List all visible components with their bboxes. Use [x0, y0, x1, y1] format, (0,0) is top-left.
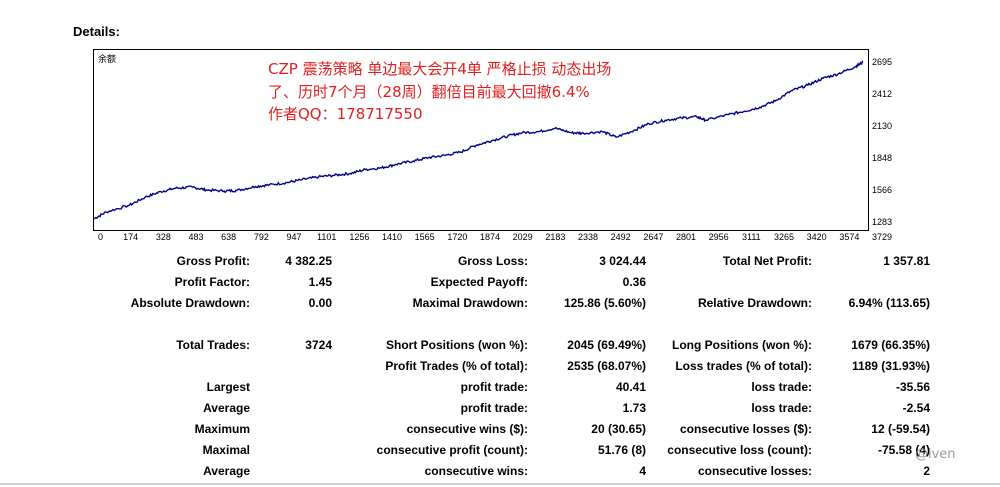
stat-label-col2: Expected Payoff:	[430, 275, 528, 289]
x-tick-label: 3574	[839, 232, 860, 242]
stat-label-col3: consecutive losses:	[697, 464, 812, 478]
stat-label-col2: profit trade:	[460, 380, 528, 394]
stat-label-col1: Gross Profit:	[176, 254, 250, 268]
stat-value-col3: 1679 (66.35%)	[851, 338, 930, 352]
stat-value-col3: 1189 (31.93%)	[851, 359, 930, 373]
x-tick-label: 3420	[806, 232, 827, 242]
stat-value-col3: 2	[923, 464, 930, 478]
stat-label-col2: Gross Loss:	[457, 254, 528, 268]
stat-value-col2: 2045 (69.49%)	[567, 338, 646, 352]
x-tick-label: 638	[221, 232, 237, 242]
x-tick-label: 174	[123, 232, 139, 242]
stat-value-col2: 20 (30.65)	[591, 422, 646, 436]
x-tick-label: 2338	[577, 232, 599, 242]
stat-label-col1: Maximal	[202, 443, 250, 457]
x-tick-label: 483	[188, 232, 204, 242]
stat-value-col3: 1 357.81	[883, 254, 930, 268]
y-tick-label: 2695	[872, 57, 893, 67]
stat-value-col1: 1.45	[308, 275, 332, 289]
stat-value-col3: -75.58 (4)	[877, 443, 930, 457]
stat-value-col3: 6.94% (113.65)	[848, 296, 930, 310]
stat-label-col1: Absolute Drawdown:	[130, 296, 250, 310]
y-tick-label: 2412	[872, 89, 893, 100]
stat-label-col1: Average	[203, 401, 250, 415]
y-tick-label: 1283	[872, 217, 893, 227]
x-tick-label: 2801	[675, 232, 697, 242]
x-tick-label: 1101	[316, 232, 337, 242]
balance-chart-frame	[93, 49, 869, 231]
stat-value-col3: -35.56	[895, 380, 930, 394]
x-tick-label: 1720	[447, 232, 468, 242]
balance-axis-label: 余额	[98, 54, 117, 64]
stat-value-col2: 1.73	[622, 401, 646, 415]
stat-value-col3: 12 (-59.54)	[871, 422, 930, 436]
stat-label-col2: Profit Trades (% of total):	[385, 359, 528, 373]
stat-label-col2: consecutive wins ($):	[406, 422, 528, 436]
x-tick-label: 2956	[708, 232, 729, 242]
stat-label-col2: consecutive profit (count):	[376, 443, 528, 457]
watermark-line-3: 作者QQ：178717550	[268, 105, 423, 123]
stat-label-col2: Maximal Drawdown:	[412, 296, 528, 310]
details-title: Details:	[73, 24, 120, 39]
x-tick-label: 1565	[414, 232, 435, 242]
x-tick-label: 2029	[512, 232, 533, 242]
balance-chart	[93, 60, 864, 220]
x-tick-label: 2492	[610, 232, 631, 242]
x-tick-label: 1874	[479, 232, 501, 242]
x-tick-label: 0	[98, 232, 104, 242]
bottom-divider	[0, 483, 1000, 485]
balance-line	[93, 60, 864, 220]
x-tick-label: 3265	[773, 232, 795, 242]
stat-value-col2: 40.41	[615, 380, 646, 394]
stat-value-col2: 125.86 (5.60%)	[563, 296, 646, 310]
y-tick-label: 1566	[872, 184, 893, 195]
stat-label-col1: Maximum	[194, 422, 250, 436]
x-tick-label: 1256	[349, 232, 370, 242]
stat-value-col3: -2.54	[902, 401, 930, 415]
stat-label-col3: Loss trades (% of total):	[675, 359, 812, 373]
y-tick-label: 1848	[872, 152, 893, 163]
stat-value-col2: 3 024.44	[599, 254, 646, 268]
stat-label-col3: Total Net Profit:	[722, 254, 812, 268]
stat-label-col2: consecutive wins:	[424, 464, 528, 478]
stat-label-col1: Average	[203, 464, 250, 478]
stat-label-col3: consecutive loss (count):	[667, 443, 812, 457]
stat-value-col2: 51.76 (8)	[597, 443, 646, 457]
stat-value-col2: 4	[639, 464, 646, 478]
x-tick-label: 792	[253, 232, 269, 242]
stat-label-col3: Long Positions (won %):	[672, 338, 812, 352]
x-tick-label: 1410	[381, 232, 403, 242]
x-tick-label: 2183	[545, 232, 566, 242]
stat-label-col3: loss trade:	[751, 401, 812, 415]
stat-label-col1: Total Trades:	[176, 338, 250, 352]
stat-value-col1: 4 382.25	[285, 254, 332, 268]
x-tick-label: 3729	[871, 232, 893, 242]
stat-label-col2: profit trade:	[460, 401, 528, 415]
stat-label-col3: loss trade:	[751, 380, 812, 394]
watermark-line-1: CZP 震荡策略 单边最大会开4单 严格止损 动态出场	[268, 60, 612, 78]
stat-label-col3: consecutive losses ($):	[679, 422, 812, 436]
stat-value-col2: 0.36	[622, 275, 646, 289]
x-tick-label: 2647	[643, 232, 664, 242]
stat-label-col1: Largest	[206, 380, 250, 394]
x-tick-label: 3111	[741, 232, 761, 242]
stat-value-col1: 0.00	[308, 296, 332, 310]
watermark-line-2: 了、历时7个月（28周）翻倍目前最大回撤6.4%	[268, 83, 590, 101]
corner-watermark: @iven	[915, 447, 956, 462]
x-tick-label: 328	[155, 232, 171, 242]
stat-label-col2: Short Positions (won %):	[386, 338, 528, 352]
stat-value-col1: 3724	[305, 338, 332, 352]
stat-label-col3: Relative Drawdown:	[697, 296, 812, 310]
y-tick-label: 2130	[872, 121, 893, 132]
stat-value-col2: 2535 (68.07%)	[567, 359, 646, 373]
stat-label-col1: Profit Factor:	[174, 275, 250, 289]
x-tick-label: 947	[286, 232, 302, 242]
